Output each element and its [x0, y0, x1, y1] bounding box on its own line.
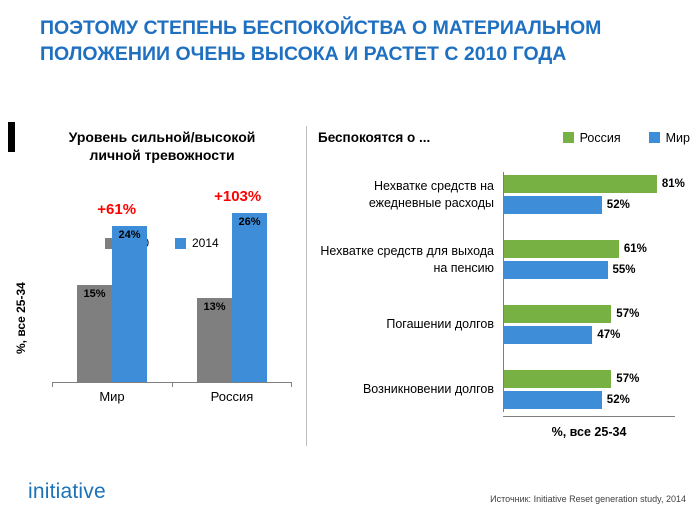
legend-item-Россия: Россия: [562, 130, 621, 145]
legend-label: 2014: [192, 236, 219, 251]
y-axis-label: %, все 25-34: [14, 282, 28, 354]
v-chart: +61% 15% 24% +103% 13% 26% Мир Россия: [52, 188, 292, 404]
bar-2010: 15%: [77, 284, 112, 382]
category-label: Мир: [99, 389, 125, 404]
category-label: Россия: [210, 389, 254, 404]
slide-title-line2: ПОЛОЖЕНИИ ОЧЕНЬ ВЫСОКА И РАСТЕТ С 2010 Г…: [40, 42, 567, 65]
bar-line-Россия: 61%: [503, 240, 647, 258]
bar-value-label: 26%: [238, 216, 261, 228]
right-chart-legend: Россия Мир: [562, 130, 690, 145]
value-axis-line: [503, 416, 675, 417]
worry-label: Погашении долгов: [386, 317, 494, 332]
category-axis-line: [503, 172, 504, 412]
bar-line-Мир: 52%: [503, 196, 685, 214]
worry-label: Нехватке средств для выхода на пенсию: [320, 244, 494, 275]
worry-label: Нехватке средств на ежедневные расходы: [368, 179, 494, 210]
worry-bars: 57% 52%: [503, 370, 639, 409]
bar-value-label: 81%: [661, 178, 685, 190]
bar-2010: 13%: [197, 297, 232, 382]
legend-swatch: [175, 237, 186, 249]
bar-group-Россия: +103% 13% 26%: [172, 188, 292, 382]
legend-swatch: [562, 132, 574, 143]
worry-row: Погашении долгов 57% 47%: [318, 305, 690, 344]
bar-value-label: 13%: [203, 300, 226, 313]
worry-bars: 81% 52%: [503, 175, 685, 214]
right-chart-title: Беспокоятся о ...: [318, 130, 431, 145]
growth-annotation: +61%: [97, 201, 137, 218]
slide-title-line1: ПОЭТОМУ СТЕПЕНЬ БЕСПОКОЙСТВА О МАТЕРИАЛЬ…: [40, 17, 602, 39]
worry-row: Нехватке средств для выхода на пенсию 61%…: [318, 240, 690, 279]
hbar-Россия: [503, 305, 612, 323]
h-chart: Нехватке средств на ежедневные расходы 81…: [318, 172, 690, 417]
bar-line-Россия: 57%: [503, 370, 639, 388]
anxiety-chart-panel: Уровень сильной/высокой личной тревожнос…: [14, 128, 300, 404]
legend-item-Мир: Мир: [648, 130, 690, 145]
bar-line-Мир: 52%: [503, 391, 639, 409]
worry-label: Возникновении долгов: [362, 382, 494, 397]
bar-value-label: 57%: [616, 373, 640, 385]
axis-tick: [291, 382, 292, 387]
bar-value-label: 52%: [606, 199, 630, 211]
axis-tick: [52, 382, 53, 387]
bar-value-label: 15%: [83, 287, 106, 300]
bar-line-Россия: 81%: [503, 175, 685, 193]
hbar-Мир: [503, 391, 602, 409]
bar-value-label: 55%: [612, 264, 636, 276]
bar-2014: 24%: [112, 226, 147, 382]
legend-label: Мир: [665, 130, 690, 145]
initiative-logo: initiative: [28, 480, 106, 503]
bar-line-Мир: 55%: [503, 261, 647, 279]
left-accent-mark: [8, 122, 15, 152]
worry-row: Нехватке средств на ежедневные расходы 81…: [318, 175, 690, 214]
bar-2014: 26%: [232, 213, 267, 382]
x-axis-label: %, все 25-34: [551, 425, 627, 439]
slide-title: ПОЭТОМУ СТЕПЕНЬ БЕСПОКОЙСТВА О МАТЕРИАЛЬ…: [40, 16, 685, 67]
bar-value-label: 57%: [616, 308, 640, 320]
bar-value-label: 61%: [623, 243, 647, 255]
bar-value-label: 47%: [597, 329, 621, 341]
panel-divider: [306, 126, 307, 446]
bar-line-Мир: 47%: [503, 326, 639, 344]
worries-chart-panel: Беспокоятся о ... Россия Мир Нехватке сре…: [318, 130, 690, 439]
legend-label: Россия: [579, 130, 621, 145]
worry-bars: 57% 47%: [503, 305, 639, 344]
growth-annotation: +103%: [214, 188, 262, 205]
hbar-Россия: [503, 240, 619, 258]
worry-bars: 61% 55%: [503, 240, 647, 279]
hbar-Россия: [503, 370, 612, 388]
v-chart-plot: +61% 15% 24% +103% 13% 26%: [52, 188, 292, 387]
hbar-Россия: [503, 175, 657, 193]
legend-item-2014: 2014: [175, 236, 219, 250]
left-chart-title: Уровень сильной/высокой личной тревожнос…: [68, 129, 256, 164]
source-note: Источник: Initiative Reset generation st…: [490, 494, 686, 504]
bar-value-label: 24%: [118, 229, 141, 241]
legend-swatch: [105, 237, 117, 249]
bar-line-Россия: 57%: [503, 305, 639, 323]
legend-swatch: [648, 132, 660, 143]
bar-pair: 13% 26%: [197, 213, 267, 382]
right-chart-header: Беспокоятся о ... Россия Мир: [318, 130, 690, 145]
bar-group-Мир: +61% 15% 24%: [52, 188, 172, 382]
hbar-Мир: [503, 196, 602, 214]
hbar-Мир: [503, 326, 593, 344]
hbar-Мир: [503, 261, 608, 279]
v-chart-categories: Мир Россия: [52, 383, 292, 404]
worry-row: Возникновении долгов 57% 52%: [318, 370, 690, 409]
bar-value-label: 52%: [606, 394, 630, 406]
axis-tick: [172, 382, 173, 387]
bar-pair: 15% 24%: [77, 226, 147, 382]
